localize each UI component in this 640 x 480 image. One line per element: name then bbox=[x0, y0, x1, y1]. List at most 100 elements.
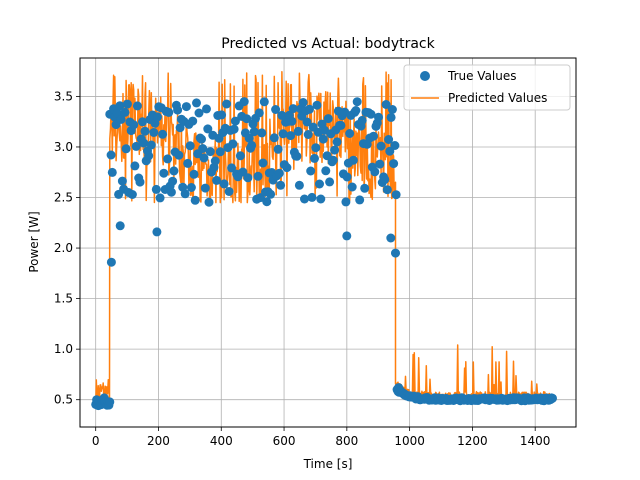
x-tick-label: 400 bbox=[210, 434, 233, 448]
true-value-point bbox=[174, 150, 184, 160]
true-value-point bbox=[355, 195, 365, 205]
legend-predicted-values-label: Predicted Values bbox=[448, 91, 547, 105]
true-value-point bbox=[376, 141, 386, 151]
true-value-point bbox=[387, 105, 397, 114]
true-value-point bbox=[360, 183, 370, 193]
true-value-point bbox=[269, 133, 279, 143]
true-value-point bbox=[135, 177, 145, 187]
true-value-point bbox=[244, 133, 254, 143]
true-value-point bbox=[336, 120, 346, 130]
true-value-point bbox=[129, 120, 139, 130]
true-value-point bbox=[391, 190, 401, 200]
true-value-point bbox=[159, 168, 169, 178]
y-tick-label: 1.0 bbox=[54, 342, 73, 356]
true-value-point bbox=[192, 98, 201, 108]
true-value-point bbox=[203, 124, 213, 134]
true-value-point bbox=[105, 397, 115, 407]
x-tick-label: 1400 bbox=[520, 434, 551, 448]
true-value-point bbox=[277, 110, 287, 120]
true-value-point bbox=[341, 197, 351, 207]
true-value-point bbox=[116, 114, 126, 124]
true-value-point bbox=[342, 231, 352, 241]
true-value-point bbox=[278, 129, 288, 139]
true-value-point bbox=[107, 167, 117, 177]
true-value-point bbox=[200, 183, 210, 193]
true-value-point bbox=[310, 153, 319, 163]
true-value-point bbox=[345, 129, 355, 138]
true-value-point bbox=[258, 158, 268, 168]
true-value-point bbox=[303, 130, 313, 139]
true-value-point bbox=[202, 104, 211, 114]
true-value-point bbox=[138, 117, 147, 127]
true-value-point bbox=[243, 173, 253, 183]
true-value-point bbox=[257, 128, 267, 138]
true-value-point bbox=[222, 99, 232, 109]
true-value-point bbox=[204, 197, 214, 207]
true-value-point bbox=[386, 112, 396, 122]
true-value-point bbox=[322, 151, 332, 161]
true-value-point bbox=[168, 176, 178, 186]
true-value-point bbox=[130, 161, 140, 171]
true-value-point bbox=[186, 183, 196, 192]
true-value-point bbox=[375, 159, 385, 169]
true-value-point bbox=[369, 131, 378, 141]
true-value-point bbox=[180, 189, 190, 199]
true-value-point bbox=[315, 179, 324, 189]
true-value-point bbox=[342, 172, 352, 182]
legend: True Values Predicted Values bbox=[403, 64, 571, 111]
true-value-point bbox=[153, 112, 162, 122]
y-tick-label: 2.5 bbox=[54, 191, 73, 205]
true-values-series bbox=[91, 97, 557, 411]
y-tick-label: 2.0 bbox=[54, 241, 73, 255]
x-tick-label: 0 bbox=[92, 434, 100, 448]
true-value-point bbox=[380, 174, 390, 184]
true-value-point bbox=[188, 116, 198, 126]
true-value-point bbox=[198, 144, 208, 153]
true-value-point bbox=[146, 140, 156, 150]
true-value-point bbox=[374, 112, 383, 122]
true-value-point bbox=[305, 104, 314, 114]
true-value-point bbox=[389, 159, 399, 169]
true-value-point bbox=[253, 171, 263, 181]
plot-frame bbox=[79, 57, 577, 428]
true-value-point bbox=[197, 134, 206, 144]
legend-true-values-label: True Values bbox=[447, 69, 517, 83]
true-value-point bbox=[306, 166, 316, 176]
chart-title: Predicted vs Actual: bodytrack bbox=[221, 36, 435, 52]
true-value-point bbox=[158, 129, 168, 139]
true-value-point bbox=[115, 221, 125, 231]
true-value-point bbox=[273, 144, 283, 154]
true-value-point bbox=[259, 97, 269, 107]
true-value-point bbox=[330, 145, 340, 155]
true-value-point bbox=[152, 227, 162, 237]
true-value-point bbox=[181, 102, 191, 112]
true-value-point bbox=[323, 114, 333, 124]
true-value-point bbox=[173, 105, 183, 115]
true-value-point bbox=[121, 144, 131, 154]
true-value-point bbox=[357, 115, 367, 125]
true-value-point bbox=[282, 163, 292, 173]
true-value-point bbox=[384, 135, 394, 144]
true-value-point bbox=[286, 131, 296, 141]
true-value-point bbox=[381, 100, 391, 109]
y-tick-label: 3.5 bbox=[54, 89, 73, 103]
true-value-point bbox=[288, 104, 298, 114]
true-value-point bbox=[235, 151, 245, 161]
true-value-point bbox=[132, 101, 142, 111]
true-value-point bbox=[249, 127, 259, 137]
true-value-point bbox=[262, 197, 272, 207]
true-value-point bbox=[224, 187, 234, 196]
true-value-point bbox=[115, 101, 125, 111]
true-value-point bbox=[140, 126, 150, 136]
true-value-point bbox=[199, 153, 209, 163]
true-value-point bbox=[254, 108, 264, 118]
true-value-point bbox=[228, 139, 238, 149]
true-value-point bbox=[370, 167, 380, 177]
true-value-point bbox=[194, 108, 204, 118]
true-value-point bbox=[321, 166, 331, 176]
true-value-point bbox=[122, 99, 132, 109]
y-axis-label: Power [W] bbox=[27, 211, 41, 272]
true-value-point bbox=[348, 155, 358, 165]
true-value-point bbox=[386, 233, 396, 243]
